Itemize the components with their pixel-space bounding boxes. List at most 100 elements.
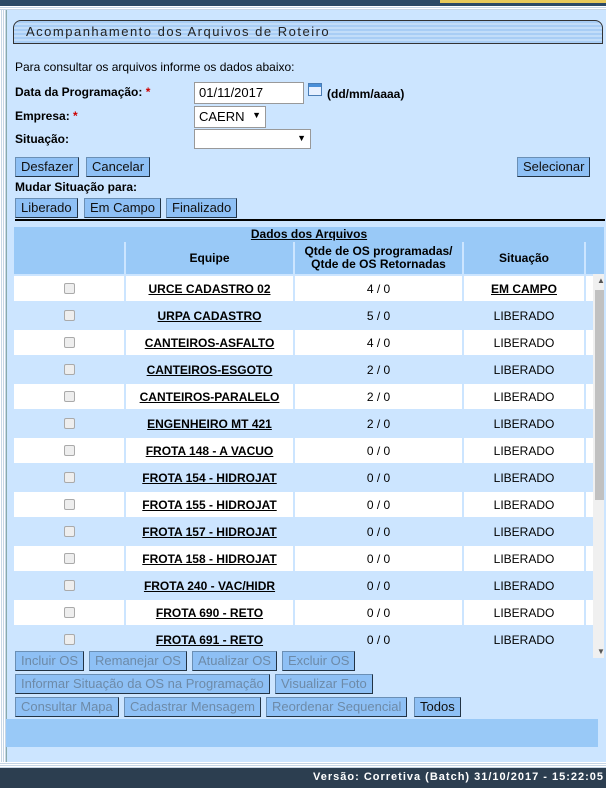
row-checkbox[interactable]	[63, 607, 75, 618]
liberado-button[interactable]: Liberado	[15, 198, 78, 218]
qtde-cell: 0 / 0	[295, 627, 464, 652]
table-row: ENGENHEIRO MT 421 2 / 0 LIBERADO	[14, 409, 604, 436]
scroll-up-icon[interactable]: ▲	[597, 276, 604, 285]
select-cell	[14, 330, 126, 355]
row-checkbox[interactable]	[63, 580, 75, 591]
empresa-select[interactable]: CAERN ▼	[194, 106, 266, 128]
equipe-link[interactable]: ENGENHEIRO MT 421	[147, 416, 272, 431]
select-cell	[14, 546, 126, 571]
table-row: CANTEIROS-PARALELO 2 / 0 LIBERADO	[14, 382, 604, 409]
row-checkbox[interactable]	[63, 283, 75, 294]
row-checkbox[interactable]	[63, 499, 75, 510]
equipe-cell: FROTA 240 - VAC/HIDR	[126, 573, 295, 598]
scrollbar-thumb[interactable]	[595, 290, 604, 500]
equipe-link[interactable]: URPA CADASTRO	[157, 308, 262, 323]
top-bar	[0, 0, 606, 6]
informar-situacao-button[interactable]: Informar Situação da OS na Programação	[15, 674, 270, 694]
select-cell	[14, 519, 126, 544]
qtde-cell: 5 / 0	[295, 303, 464, 328]
equipe-link[interactable]: CANTEIROS-ASFALTO	[144, 335, 275, 350]
qtde-cell: 0 / 0	[295, 438, 464, 463]
equipe-link[interactable]: FROTA 155 - HIDROJAT	[142, 497, 277, 512]
equipe-link[interactable]: CANTEIROS-ESGOTO	[146, 362, 273, 377]
col-header-select	[14, 242, 126, 274]
equipe-link[interactable]: CANTEIROS-PARALELO	[139, 389, 280, 404]
col-header-qtde: Qtde de OS programadas/ Qtde de OS Retor…	[295, 242, 464, 274]
row-checkbox[interactable]	[63, 364, 75, 375]
page-title: Acompanhamento dos Arquivos de Roteiro	[13, 20, 603, 44]
arquivos-table-body: URCE CADASTRO 02 4 / 0 EM CAMPO URPA CAD…	[14, 274, 604, 658]
desfazer-button[interactable]: Desfazer	[15, 157, 80, 177]
row-checkbox[interactable]	[63, 526, 75, 537]
qtde-cell: 0 / 0	[295, 546, 464, 571]
row-checkbox[interactable]	[63, 634, 75, 645]
cancelar-button[interactable]: Cancelar	[86, 157, 151, 177]
qtde-cell: 0 / 0	[295, 492, 464, 517]
data-label: Data da Programação: *	[15, 85, 150, 99]
equipe-link[interactable]: FROTA 691 - RETO	[155, 632, 264, 647]
select-cell	[14, 303, 126, 328]
situacao-value[interactable]: EM CAMPO	[491, 281, 557, 296]
row-checkbox[interactable]	[63, 445, 75, 456]
situacao-cell: LIBERADO	[464, 546, 586, 571]
situacao-value: LIBERADO	[493, 551, 555, 566]
todos-button[interactable]: Todos	[414, 697, 461, 717]
row-checkbox[interactable]	[63, 337, 75, 348]
cadastrar-mensagem-button[interactable]: Cadastrar Mensagem	[124, 697, 261, 717]
qtde-cell: 0 / 0	[295, 600, 464, 625]
finalizado-button[interactable]: Finalizado	[166, 198, 238, 218]
qtde-cell: 0 / 0	[295, 573, 464, 598]
situacao-cell: LIBERADO	[464, 411, 586, 436]
equipe-cell: FROTA 148 - A VACUO	[126, 438, 295, 463]
atualizar-os-button[interactable]: Atualizar OS	[192, 651, 277, 671]
situacao-select[interactable]: ▼	[194, 129, 311, 149]
equipe-link[interactable]: FROTA 690 - RETO	[155, 605, 264, 620]
selecionar-button[interactable]: Selecionar	[517, 157, 591, 177]
equipe-link[interactable]: FROTA 240 - VAC/HIDR	[143, 578, 276, 593]
equipe-link[interactable]: FROTA 154 - HIDROJAT	[142, 470, 277, 485]
date-format-hint: (dd/mm/aaaa)	[327, 87, 405, 101]
visualizar-foto-button[interactable]: Visualizar Foto	[275, 674, 373, 694]
row-checkbox[interactable]	[63, 310, 75, 321]
equipe-cell: CANTEIROS-ESGOTO	[126, 357, 295, 382]
scrollbar[interactable]: ▲ ▼	[593, 274, 604, 658]
select-cell	[14, 465, 126, 490]
consultar-mapa-button[interactable]: Consultar Mapa	[15, 697, 119, 717]
equipe-cell: FROTA 155 - HIDROJAT	[126, 492, 295, 517]
row-checkbox[interactable]	[63, 472, 75, 483]
table-row: FROTA 154 - HIDROJAT 0 / 0 LIBERADO	[14, 463, 604, 490]
situacao-cell: LIBERADO	[464, 600, 586, 625]
situacao-cell: LIBERADO	[464, 330, 586, 355]
qtde-cell: 0 / 0	[295, 519, 464, 544]
select-cell	[14, 384, 126, 409]
select-cell	[14, 276, 126, 301]
row-checkbox[interactable]	[63, 553, 75, 564]
equipe-link[interactable]: FROTA 158 - HIDROJAT	[142, 551, 277, 566]
reordenar-sequencial-button[interactable]: Reordenar Sequencial	[266, 697, 408, 717]
incluir-os-button[interactable]: Incluir OS	[15, 651, 85, 671]
select-cell	[14, 600, 126, 625]
scroll-down-icon[interactable]: ▼	[597, 647, 604, 656]
qtde-cell: 2 / 0	[295, 411, 464, 436]
situacao-cell: LIBERADO	[464, 519, 586, 544]
excluir-os-button[interactable]: Excluir OS	[282, 651, 356, 671]
table-row: FROTA 155 - HIDROJAT 0 / 0 LIBERADO	[14, 490, 604, 517]
em-campo-button[interactable]: Em Campo	[84, 198, 162, 218]
row-checkbox[interactable]	[63, 418, 75, 429]
arquivos-table-header: Dados dos Arquivos Equipe Qtde de OS pro…	[14, 227, 604, 274]
chevron-down-icon: ▼	[297, 133, 306, 143]
table-row: CANTEIROS-ESGOTO 2 / 0 LIBERADO	[14, 355, 604, 382]
situacao-cell: LIBERADO	[464, 627, 586, 652]
data-programacao-input[interactable]: 01/11/2017	[194, 82, 304, 104]
equipe-link[interactable]: URCE CADASTRO 02	[148, 281, 271, 296]
situacao-value: LIBERADO	[493, 362, 555, 377]
equipe-link[interactable]: FROTA 157 - HIDROJAT	[142, 524, 277, 539]
equipe-link[interactable]: FROTA 148 - A VACUO	[145, 443, 274, 458]
main-panel: Acompanhamento dos Arquivos de Roteiro P…	[6, 10, 606, 762]
situacao-value: LIBERADO	[493, 578, 555, 593]
calendar-icon[interactable]	[308, 83, 322, 96]
situacao-cell: LIBERADO	[464, 303, 586, 328]
row-checkbox[interactable]	[63, 391, 75, 402]
situacao-cell: LIBERADO	[464, 465, 586, 490]
remanejar-os-button[interactable]: Remanejar OS	[89, 651, 187, 671]
